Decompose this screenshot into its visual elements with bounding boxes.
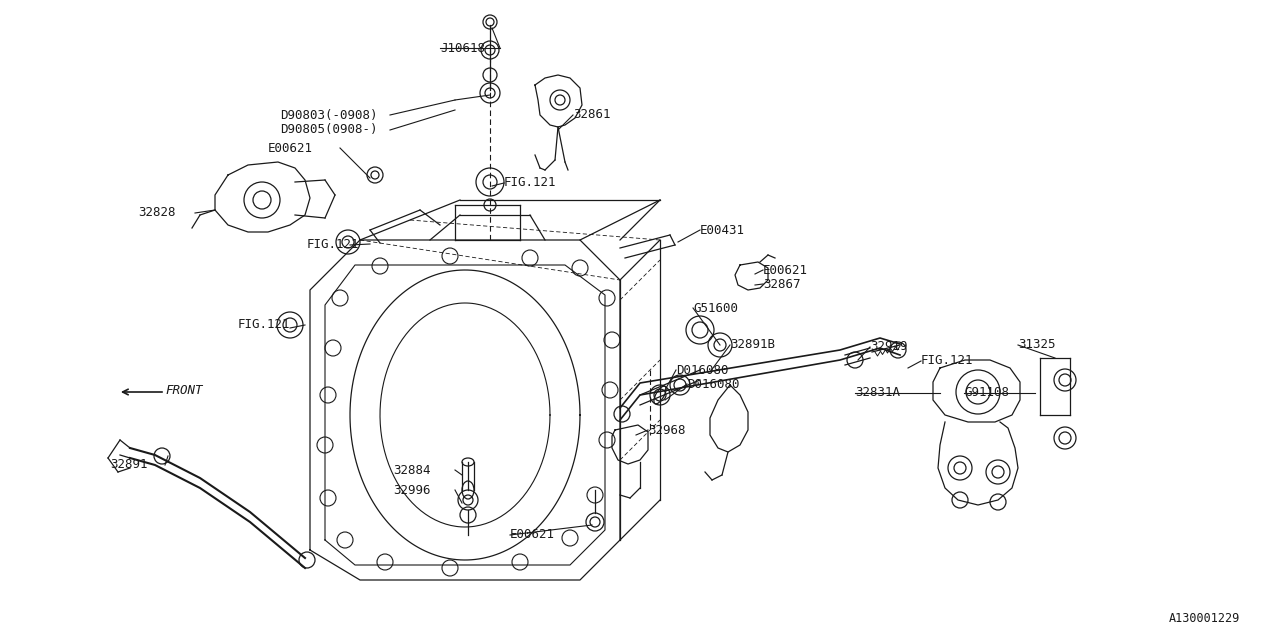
Text: 32968: 32968 (648, 424, 686, 436)
Text: D016080: D016080 (687, 378, 740, 390)
Text: A130001229: A130001229 (1169, 612, 1240, 625)
Text: G51600: G51600 (692, 301, 739, 314)
Text: FIG.121: FIG.121 (922, 355, 974, 367)
Text: 31325: 31325 (1018, 339, 1056, 351)
Text: J10618: J10618 (440, 42, 485, 54)
Text: 32891: 32891 (110, 458, 147, 472)
Text: 32867: 32867 (763, 278, 800, 291)
Text: G91108: G91108 (964, 387, 1009, 399)
Text: E00621: E00621 (509, 529, 556, 541)
Text: D016080: D016080 (676, 364, 728, 376)
Text: FIG.121: FIG.121 (504, 177, 557, 189)
Text: 32891B: 32891B (730, 339, 774, 351)
Text: 32861: 32861 (573, 109, 611, 122)
Text: D90803(-0908): D90803(-0908) (280, 109, 378, 122)
Text: E00431: E00431 (700, 223, 745, 237)
Text: FIG.121: FIG.121 (307, 237, 360, 250)
Text: E00621: E00621 (268, 141, 314, 154)
Text: 32919: 32919 (870, 340, 908, 353)
Text: 32831A: 32831A (855, 387, 900, 399)
Text: FIG.121: FIG.121 (238, 319, 291, 332)
Text: 32884: 32884 (393, 463, 430, 477)
Text: D90805(0908-): D90805(0908-) (280, 124, 378, 136)
Text: FRONT: FRONT (165, 383, 202, 397)
Text: 32828: 32828 (138, 207, 175, 220)
Text: 32996: 32996 (393, 483, 430, 497)
Text: E00621: E00621 (763, 264, 808, 276)
